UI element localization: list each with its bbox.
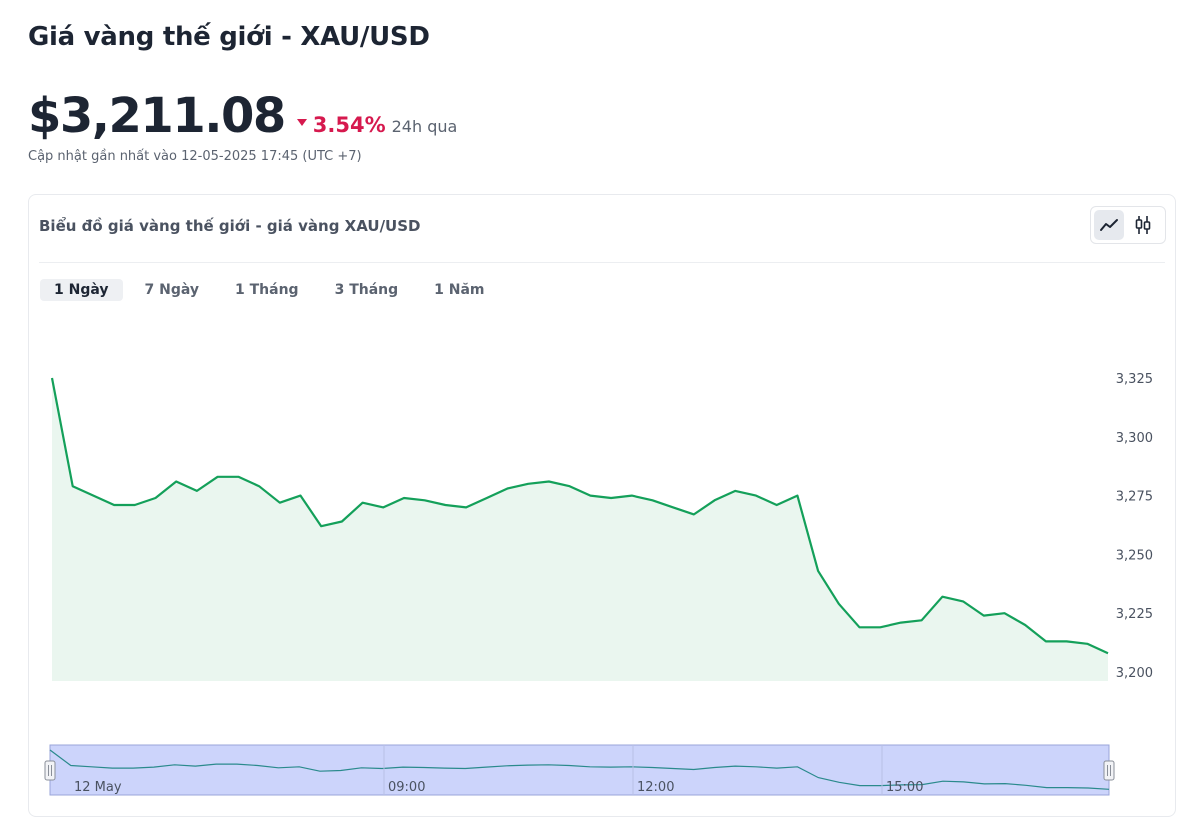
current-price: $3,211.08: [28, 88, 286, 144]
y-tick-label: 3,325: [1116, 372, 1153, 387]
page-title: Giá vàng thế giới - XAU/USD: [28, 22, 430, 52]
navigator-label: 09:00: [388, 780, 425, 795]
change-period: 24h qua: [391, 117, 458, 136]
navigator-label: 12 May: [74, 780, 122, 795]
price-line: [50, 377, 1109, 655]
y-tick-label: 3,200: [1116, 666, 1153, 681]
navigator-line: [49, 749, 1110, 790]
price-area: [52, 378, 1108, 681]
y-tick-label: 3,225: [1116, 607, 1153, 622]
line-view-button[interactable]: [1094, 210, 1124, 240]
price-row: $3,211.08 3.54% 24h qua: [28, 88, 457, 144]
caret-down-icon: [296, 119, 307, 126]
candlestick-view-button[interactable]: [1128, 210, 1158, 240]
chart-card-title: Biểu đồ giá vàng thế giới - giá vàng XAU…: [39, 217, 421, 235]
card-divider: [39, 262, 1165, 263]
tab-1-day[interactable]: 1 Ngày: [40, 279, 123, 301]
y-tick-label: 3,250: [1116, 548, 1153, 563]
change-percent: 3.54%: [312, 113, 386, 137]
candlestick-icon: [1135, 216, 1151, 234]
y-tick-label: 3,300: [1116, 431, 1153, 446]
tab-1-year[interactable]: 1 Năm: [434, 282, 485, 298]
range-tabs: 1 Ngày 7 Ngày 1 Tháng 3 Tháng 1 Năm: [40, 279, 499, 301]
last-updated: Cập nhật gần nhất vào 12-05-2025 17:45 (…: [28, 149, 362, 164]
tab-1-month[interactable]: 1 Tháng: [235, 282, 299, 298]
navigator-label: 12:00: [637, 780, 674, 795]
line-chart-icon: [1100, 219, 1118, 231]
tab-3-months[interactable]: 3 Tháng: [334, 282, 399, 298]
y-tick-label: 3,275: [1116, 490, 1153, 505]
chart-view-toggle: [1090, 206, 1166, 244]
tab-7-days[interactable]: 7 Ngày: [144, 282, 200, 298]
navigator-right-handle[interactable]: [1103, 760, 1115, 781]
chart-card: Biểu đồ giá vàng thế giới - giá vàng XAU…: [28, 194, 1176, 817]
navigator-left-handle[interactable]: [44, 760, 56, 781]
navigator-selection: [49, 744, 1110, 796]
navigator-label: 15:00: [886, 780, 923, 795]
